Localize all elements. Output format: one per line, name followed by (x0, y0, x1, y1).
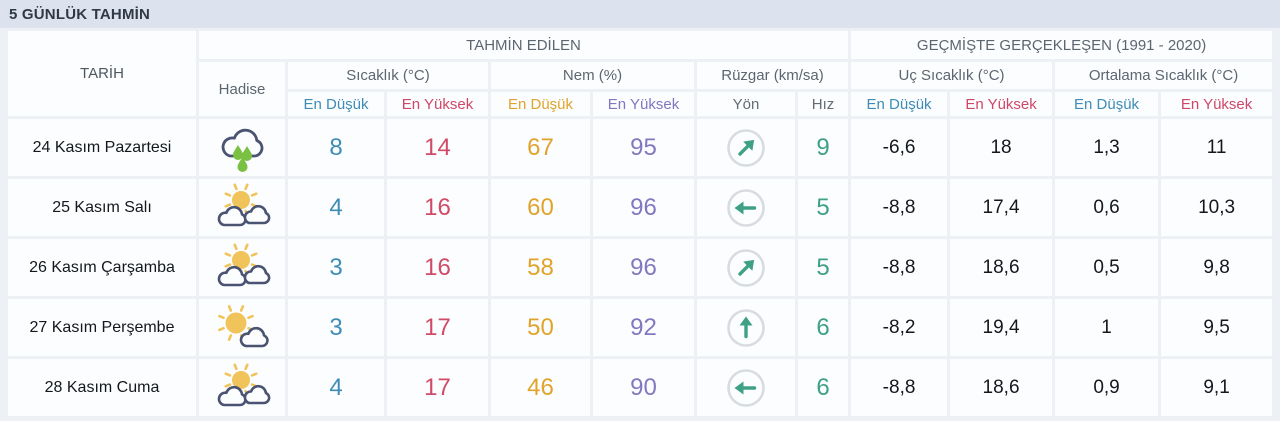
avg-min-cell: 0,6 (1055, 179, 1159, 236)
column-header-date: TARİH (8, 31, 196, 116)
sun-clouds-icon (199, 359, 285, 416)
temp-min-cell: 4 (288, 359, 384, 416)
column-header-avg-min: En Düşük (1055, 92, 1159, 116)
humidity-max-cell: 92 (593, 299, 694, 356)
forecast-row-wednesday: 26 Kasım Çarşamba 3 16 58 96 5 -8,8 18,6… (8, 239, 1273, 296)
avg-min-cell: 1,3 (1055, 119, 1159, 176)
sun-cloud-icon (199, 299, 285, 356)
avg-max-cell: 10,3 (1161, 179, 1273, 236)
humidity-max-cell: 96 (593, 239, 694, 296)
group-header-wind: Rüzgar (km/sa) (697, 62, 849, 89)
ext-min-cell: -8,2 (851, 299, 948, 356)
wind-direction-icon (697, 179, 795, 236)
forecast-row-friday: 28 Kasım Cuma 4 17 46 90 6 -8,8 18,6 0,9… (8, 359, 1273, 416)
temp-max-cell: 16 (387, 179, 488, 236)
wind-direction-icon (697, 359, 795, 416)
forecast-row-tuesday: 25 Kasım Salı 4 16 60 96 5 -8,8 17,4 0,6… (8, 179, 1273, 236)
date-cell: 24 Kasım Pazartesi (8, 119, 196, 176)
ext-max-cell: 19,4 (950, 299, 1053, 356)
column-header-temp-min: En Düşük (288, 92, 384, 116)
avg-max-cell: 11 (1161, 119, 1273, 176)
humidity-max-cell: 95 (593, 119, 694, 176)
column-header-humidity-max: En Yüksek (593, 92, 694, 116)
temp-min-cell: 8 (288, 119, 384, 176)
avg-max-cell: 9,5 (1161, 299, 1273, 356)
humidity-min-cell: 60 (491, 179, 590, 236)
column-header-ext-max: En Yüksek (950, 92, 1053, 116)
ext-max-cell: 18 (950, 119, 1053, 176)
column-header-temp-max: En Yüksek (387, 92, 488, 116)
humidity-max-cell: 96 (593, 179, 694, 236)
column-header-condition: Hadise (199, 62, 285, 116)
ext-min-cell: -6,6 (851, 119, 948, 176)
humidity-min-cell: 67 (491, 119, 590, 176)
group-header-temperature: Sıcaklık (°C) (288, 62, 488, 89)
temp-max-cell: 17 (387, 299, 488, 356)
avg-min-cell: 1 (1055, 299, 1159, 356)
wind-direction-icon (697, 119, 795, 176)
temp-max-cell: 14 (387, 119, 488, 176)
temp-min-cell: 3 (288, 299, 384, 356)
avg-max-cell: 9,8 (1161, 239, 1273, 296)
humidity-min-cell: 46 (491, 359, 590, 416)
page-title: 5 GÜNLÜK TAHMİN (9, 5, 151, 23)
ext-min-cell: -8,8 (851, 179, 948, 236)
wind-speed-cell: 6 (798, 359, 849, 416)
humidity-min-cell: 50 (491, 299, 590, 356)
ext-max-cell: 18,6 (950, 239, 1053, 296)
avg-min-cell: 0,5 (1055, 239, 1159, 296)
humidity-max-cell: 90 (593, 359, 694, 416)
avg-max-cell: 9,1 (1161, 359, 1273, 416)
forecast-row-monday: 24 Kasım Pazartesi 8 14 67 95 9 -6,6 18 … (8, 119, 1273, 176)
sun-clouds-icon (199, 179, 285, 236)
date-cell: 28 Kasım Cuma (8, 359, 196, 416)
humidity-min-cell: 58 (491, 239, 590, 296)
group-header-predicted: TAHMİN EDİLEN (199, 31, 849, 59)
date-cell: 27 Kasım Perşembe (8, 299, 196, 356)
wind-speed-cell: 5 (798, 239, 849, 296)
wind-direction-icon (697, 239, 795, 296)
group-header-average-temp: Ortalama Sıcaklık (°C) (1055, 62, 1273, 89)
ext-min-cell: -8,8 (851, 239, 948, 296)
temp-max-cell: 16 (387, 239, 488, 296)
wind-speed-cell: 9 (798, 119, 849, 176)
wind-speed-cell: 6 (798, 299, 849, 356)
date-cell: 26 Kasım Çarşamba (8, 239, 196, 296)
wind-speed-cell: 5 (798, 179, 849, 236)
column-header-humidity-min: En Düşük (491, 92, 590, 116)
ext-min-cell: -8,8 (851, 359, 948, 416)
page-title-bar: 5 GÜNLÜK TAHMİN (0, 0, 1280, 28)
column-header-wind-direction: Yön (697, 92, 795, 116)
rain-icon (199, 119, 285, 176)
ext-max-cell: 17,4 (950, 179, 1053, 236)
forecast-row-thursday: 27 Kasım Perşembe 3 17 50 92 6 -8,2 19,4… (8, 299, 1273, 356)
column-header-wind-speed: Hız (798, 92, 849, 116)
group-header-humidity: Nem (%) (491, 62, 694, 89)
temp-max-cell: 17 (387, 359, 488, 416)
temp-min-cell: 3 (288, 239, 384, 296)
temp-min-cell: 4 (288, 179, 384, 236)
group-header-historical: GEÇMİŞTE GERÇEKLEŞEN (1991 - 2020) (851, 31, 1273, 59)
column-header-avg-max: En Yüksek (1161, 92, 1273, 116)
sun-clouds-icon (199, 239, 285, 296)
column-header-ext-min: En Düşük (851, 92, 948, 116)
forecast-table: TARİH TAHMİN EDİLEN GEÇMİŞTE GERÇEKLEŞEN… (5, 28, 1275, 419)
wind-direction-icon (697, 299, 795, 356)
ext-max-cell: 18,6 (950, 359, 1053, 416)
avg-min-cell: 0,9 (1055, 359, 1159, 416)
group-header-extreme-temp: Uç Sıcaklık (°C) (851, 62, 1053, 89)
date-cell: 25 Kasım Salı (8, 179, 196, 236)
